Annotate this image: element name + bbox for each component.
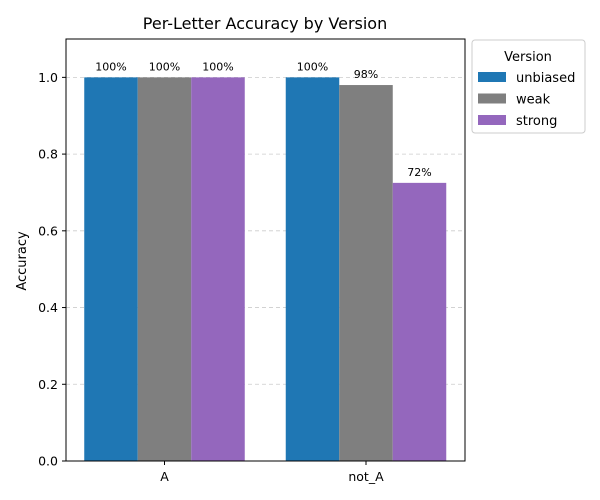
x-tick-label: not_A <box>348 469 384 484</box>
y-tick-label: 1.0 <box>38 70 58 85</box>
y-tick-label: 0.0 <box>38 454 58 469</box>
bar-strong-A <box>191 77 245 461</box>
legend-title: Version <box>504 50 552 65</box>
data-label-unbiased-A: 100% <box>95 60 126 73</box>
data-labels: 100% 100% 100% 100% 98% 72% <box>95 60 431 178</box>
y-tick-label: 0.6 <box>38 223 58 238</box>
x-tick-label: A <box>160 469 169 484</box>
y-tick-label: 0.8 <box>38 147 58 162</box>
legend-swatch-unbiased <box>478 72 506 82</box>
legend-label-unbiased: unbiased <box>516 71 575 86</box>
y-axis-ticks: 0.0 0.2 0.4 0.6 0.8 1.0 <box>38 70 66 469</box>
chart-title: Per-Letter Accuracy by Version <box>143 14 387 33</box>
bar-strong-not_A <box>392 182 447 461</box>
y-tick-label: 0.2 <box>38 377 58 392</box>
legend-label-weak: weak <box>516 93 551 108</box>
data-label-weak-not_A: 98% <box>354 68 378 81</box>
legend-frame <box>471 39 586 134</box>
legend-swatch-strong <box>478 115 506 125</box>
plot-frame <box>65 38 466 462</box>
bars <box>84 77 447 461</box>
data-label-unbiased-not_A: 100% <box>297 60 328 73</box>
data-label-weak-A: 100% <box>149 60 180 73</box>
data-label-strong-not_A: 72% <box>407 166 431 179</box>
data-label-strong-A: 100% <box>202 60 233 73</box>
legend-swatch-weak <box>478 93 506 104</box>
legend-label-strong: strong <box>516 114 557 129</box>
legend-items: unbiased weak strong <box>478 71 575 129</box>
bar-weak-A <box>137 77 192 461</box>
legend: Version unbiased weak strong <box>471 39 586 134</box>
y-axis-label: Accuracy <box>15 231 30 291</box>
bar-unbiased-not_A <box>285 77 340 461</box>
y-tick-label: 0.4 <box>38 300 58 315</box>
bar-weak-not_A <box>339 85 393 461</box>
bar-unbiased-A <box>84 77 138 461</box>
